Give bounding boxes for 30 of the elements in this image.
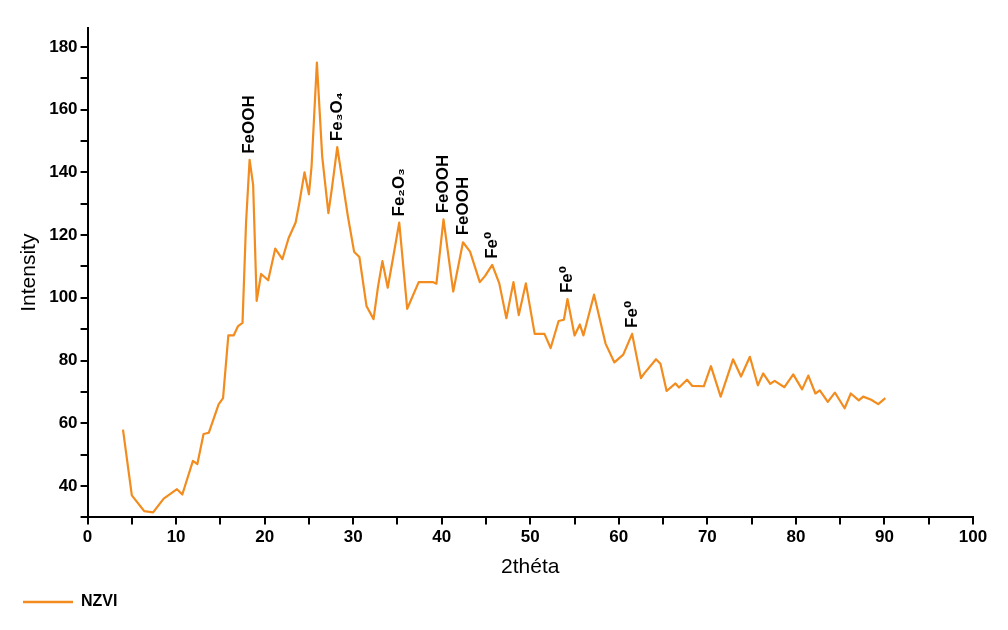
y-tick-label: 100: [49, 287, 78, 307]
annotation: Fe₃O₄: [326, 92, 346, 142]
x-tick-label: 10: [166, 527, 186, 547]
y-axis-title: Intensity: [16, 233, 40, 312]
annotation: FeOOH: [433, 154, 453, 214]
x-tick-label: 80: [786, 527, 806, 547]
annotation: FeOOH: [239, 95, 259, 154]
annotation: FeOOH: [452, 176, 472, 236]
legend-label: NZVI: [81, 592, 118, 610]
x-tick-label: 30: [343, 527, 363, 547]
annotation: Fe⁰: [481, 231, 501, 259]
y-tick-label: 80: [58, 350, 78, 370]
x-tick-label: 60: [609, 527, 629, 547]
x-tick-label: 70: [697, 527, 717, 547]
y-tick-label: 160: [49, 99, 78, 119]
annotation: Fe₂O₃: [388, 168, 408, 217]
annotation: Fe⁰: [557, 265, 577, 294]
x-tick-label: 100: [958, 527, 988, 547]
y-tick-label: 180: [49, 36, 78, 56]
x-tick-label: 0: [82, 527, 93, 547]
x-tick-label: 20: [255, 527, 275, 547]
x-tick-label: 90: [875, 527, 894, 547]
x-tick-label: 50: [520, 527, 540, 547]
annotation: Fe⁰: [621, 300, 641, 328]
y-tick-label: 140: [49, 162, 78, 181]
y-tick-label: 120: [49, 224, 78, 244]
x-axis-title: 2théta: [501, 554, 560, 578]
x-tick-label: 40: [432, 527, 452, 547]
y-tick-label: 40: [58, 475, 78, 495]
y-tick-label: 60: [58, 412, 78, 432]
